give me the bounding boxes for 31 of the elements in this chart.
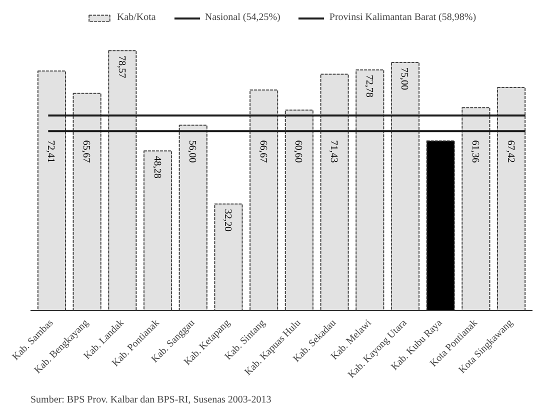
data-label: 72,41 [45, 140, 56, 163]
bar [462, 107, 490, 310]
data-label: 71,43 [328, 140, 340, 163]
bar [426, 140, 455, 310]
data-label: 65,67 [80, 140, 92, 163]
bar [178, 124, 208, 310]
data-label: 75,00 [398, 67, 410, 90]
bar [497, 87, 526, 310]
data-label: 32,20 [222, 209, 233, 232]
data-label: 60,60 [292, 140, 304, 163]
text: Sumber: BPS Prov. Kalbar dan BPS-RI, Susenas 2003-2013 [30, 394, 272, 406]
data-label: 56,00 [186, 140, 198, 163]
bar [143, 150, 172, 310]
bar [320, 74, 349, 310]
bar [72, 92, 102, 310]
data-label: 48,28 [151, 156, 162, 178]
bar [214, 204, 243, 310]
legend-label: Kab/Kota [116, 12, 156, 23]
data-label: 72,78 [363, 74, 374, 98]
bar [390, 62, 420, 310]
legend-label: Provinsi Kalimantan Barat (58,98%) [329, 12, 476, 23]
data-label: 78,57 [116, 56, 127, 78]
data-label: 67,42 [504, 140, 516, 163]
bar [108, 50, 137, 310]
bar [284, 110, 314, 310]
bar [37, 70, 66, 310]
bar [356, 69, 384, 310]
legend-label: Nasional (54,25%) [204, 12, 280, 23]
data-label: 61,36 [469, 140, 480, 163]
bar [250, 90, 278, 310]
data-label: 66,67 [257, 140, 268, 163]
